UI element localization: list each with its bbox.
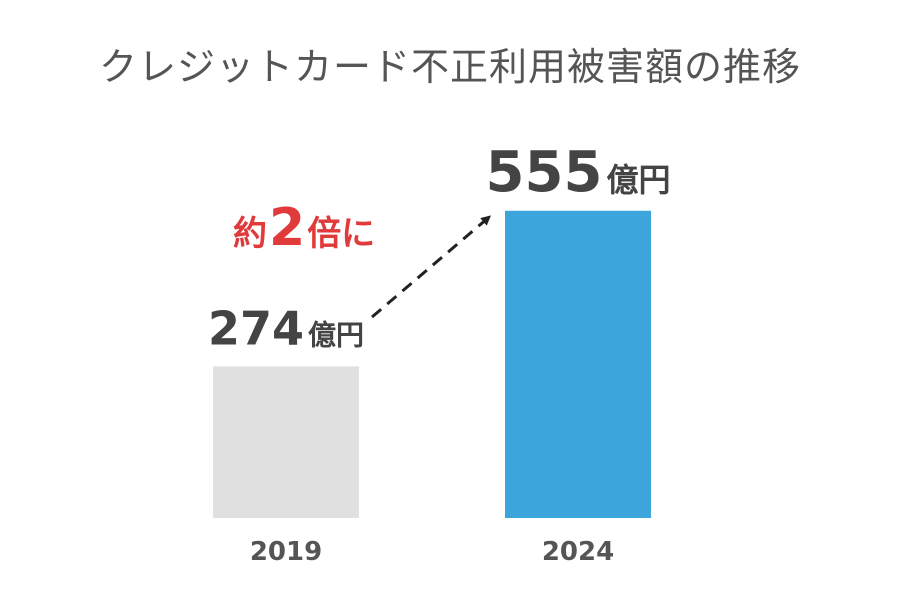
value-label-2019: 274 億円: [208, 301, 364, 355]
growth-annotation: 約2倍に: [233, 198, 375, 258]
category-label-2024: 2024: [542, 537, 614, 567]
annotation-number: 2: [269, 198, 305, 258]
value-unit-2019: 億円: [308, 318, 364, 351]
value-unit-2024: 億円: [606, 161, 670, 199]
category-label-2019: 2019: [250, 537, 322, 567]
value-label-2024: 555 億円: [486, 140, 671, 205]
annotation-prefix: 約: [233, 214, 267, 254]
value-number-2019: 274: [208, 301, 304, 355]
bar-2024: [505, 210, 651, 518]
bar-2019: [213, 366, 359, 518]
chart-title: クレジットカード不正利用被害額の推移: [98, 45, 801, 89]
growth-arrow: [371, 215, 492, 319]
value-number-2024: 555: [486, 140, 603, 205]
annotation-suffix: 倍に: [307, 214, 375, 254]
